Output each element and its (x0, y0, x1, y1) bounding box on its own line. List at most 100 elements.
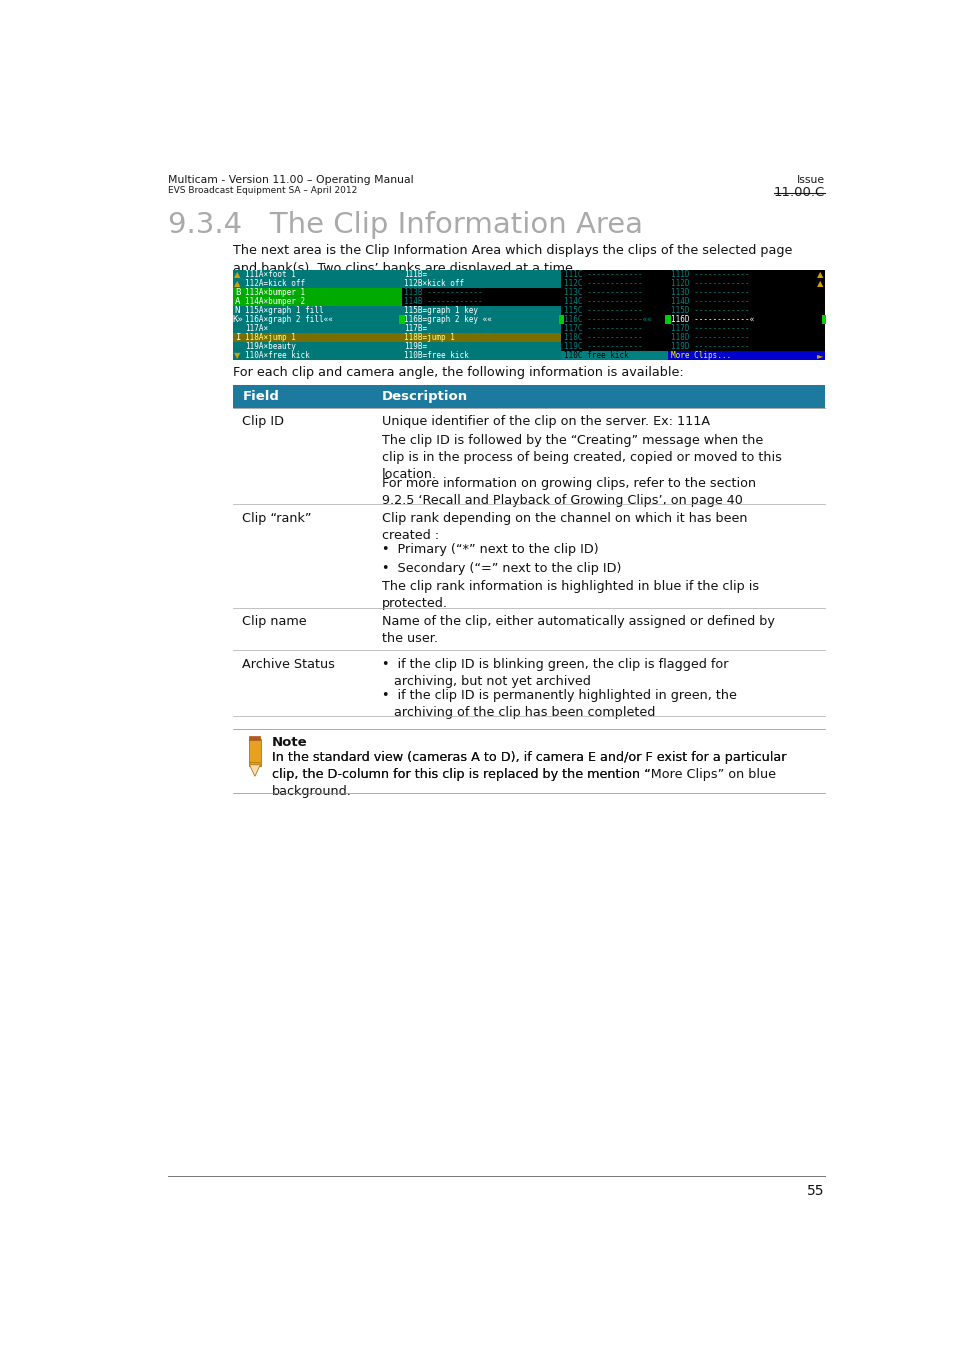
Text: 118C ------------: 118C ------------ (564, 333, 642, 341)
Text: •  Primary (“*” next to the clip ID): • Primary (“*” next to the clip ID) (381, 542, 598, 556)
Text: K»: K» (232, 316, 243, 324)
Polygon shape (249, 765, 260, 776)
Text: 117C ------------: 117C ------------ (564, 324, 642, 333)
Text: 112B×kick off: 112B×kick off (404, 279, 464, 289)
Text: •  Secondary (“=” next to the clip ID): • Secondary (“=” next to the clip ID) (381, 561, 620, 575)
Bar (249, 735, 260, 741)
Bar (401, 351, 560, 360)
Bar (401, 289, 560, 297)
Bar (667, 316, 823, 324)
Text: 114D ------------: 114D ------------ (670, 297, 749, 306)
Text: 118D ------------: 118D ------------ (670, 333, 749, 341)
Text: Clip name: Clip name (242, 615, 307, 629)
Bar (233, 279, 401, 289)
Text: 116D ------------«: 116D ------------« (670, 316, 754, 324)
Bar (667, 270, 823, 279)
FancyBboxPatch shape (249, 739, 261, 766)
Text: B: B (234, 289, 240, 297)
Text: ►: ► (817, 351, 823, 360)
Bar (558, 316, 564, 324)
Text: Clip rank depending on the channel on which it has been
created :: Clip rank depending on the channel on wh… (381, 511, 747, 542)
Bar (560, 289, 667, 297)
Text: ▲: ▲ (817, 279, 823, 289)
Bar (401, 297, 560, 306)
Bar (560, 279, 667, 289)
Text: ▲: ▲ (817, 270, 823, 279)
Text: 110A×free kick: 110A×free kick (245, 351, 309, 360)
Bar (401, 316, 560, 324)
Bar (667, 306, 823, 316)
Bar (233, 270, 823, 360)
Bar (667, 324, 823, 333)
Bar (401, 341, 560, 351)
Text: 114A×bumper 2: 114A×bumper 2 (245, 297, 305, 306)
Bar (401, 279, 560, 289)
Text: 113C ------------: 113C ------------ (564, 289, 642, 297)
Text: 110C free kick: 110C free kick (564, 351, 629, 360)
Text: 112C ------------: 112C ------------ (564, 279, 642, 289)
Text: A: A (234, 297, 240, 306)
Bar (560, 333, 667, 341)
Bar (560, 341, 667, 351)
Text: 111C ------------: 111C ------------ (564, 270, 642, 279)
Bar (560, 270, 667, 279)
Text: Clip ID: Clip ID (242, 415, 284, 428)
Bar (233, 316, 401, 324)
Bar (233, 351, 401, 360)
Text: 55: 55 (806, 1183, 823, 1198)
Bar (560, 316, 667, 324)
Text: 115C ------------: 115C ------------ (564, 306, 642, 316)
Bar (401, 270, 560, 279)
Text: 111B=: 111B= (404, 270, 427, 279)
Bar (560, 351, 667, 360)
Text: 116A×graph 2 fill««: 116A×graph 2 fill«« (245, 316, 333, 324)
Text: 116C ------------««: 116C ------------«« (564, 316, 652, 324)
Text: 119D ------------: 119D ------------ (670, 341, 749, 351)
Text: 119C ------------: 119C ------------ (564, 341, 642, 351)
Bar (401, 306, 560, 316)
Text: EVS Broadcast Equipment SA – April 2012: EVS Broadcast Equipment SA – April 2012 (168, 186, 357, 194)
Text: The next area is the Clip Information Area which displays the clips of the selec: The next area is the Clip Information Ar… (233, 244, 792, 275)
Text: •  if the clip ID is permanently highlighted in green, the
   archiving of the c: • if the clip ID is permanently highligh… (381, 689, 736, 719)
Text: 115A×graph 1 fill: 115A×graph 1 fill (245, 306, 323, 316)
Text: Unique identifier of the clip on the server. Ex: 111A: Unique identifier of the clip on the ser… (381, 415, 709, 428)
Text: 118B=jump 1: 118B=jump 1 (404, 333, 455, 341)
Text: I: I (234, 333, 240, 341)
Bar (667, 297, 823, 306)
Text: •  if the clip ID is blinking green, the clip is flagged for
   archiving, but n: • if the clip ID is blinking green, the … (381, 658, 728, 688)
Bar (233, 297, 401, 306)
Bar (398, 316, 404, 324)
Bar (401, 324, 560, 333)
Text: 9.3.4   The Clip Information Area: 9.3.4 The Clip Information Area (168, 212, 642, 239)
Bar (233, 333, 401, 341)
Text: Description: Description (381, 390, 468, 403)
Text: 114B ------------: 114B ------------ (404, 297, 482, 306)
Bar (667, 279, 823, 289)
Text: Multicam - Version 11.00 – Operating Manual: Multicam - Version 11.00 – Operating Man… (168, 175, 414, 185)
Bar (560, 351, 667, 360)
Text: Note: Note (272, 737, 307, 749)
Text: 114C ------------: 114C ------------ (564, 297, 642, 306)
Bar (233, 306, 401, 316)
Bar (667, 351, 823, 360)
Bar (821, 316, 825, 324)
Text: For more information on growing clips, refer to the section
9.2.5 ‘Recall and Pl: For more information on growing clips, r… (381, 476, 756, 507)
Text: 113A×bumper 1: 113A×bumper 1 (245, 289, 305, 297)
Text: 117D ------------: 117D ------------ (670, 324, 749, 333)
Bar (664, 316, 670, 324)
Bar (560, 324, 667, 333)
Text: 113D ------------: 113D ------------ (670, 289, 749, 297)
Text: 112A=kick off: 112A=kick off (245, 279, 305, 289)
Bar (233, 386, 823, 407)
Text: In the standard view (cameras A to D), if camera E and/or F exist for a particul: In the standard view (cameras A to D), i… (272, 751, 785, 781)
Bar (667, 341, 823, 351)
Text: ▲: ▲ (233, 279, 240, 289)
Text: 115B=graph 1 key: 115B=graph 1 key (404, 306, 477, 316)
Text: ▼: ▼ (233, 351, 240, 360)
Text: For each clip and camera angle, the following information is available:: For each clip and camera angle, the foll… (233, 366, 683, 379)
Text: The clip rank information is highlighted in blue if the clip is
protected.: The clip rank information is highlighted… (381, 580, 759, 610)
Bar (560, 297, 667, 306)
Bar (667, 289, 823, 297)
Text: 111D ------------: 111D ------------ (670, 270, 749, 279)
Text: Name of the clip, either automatically assigned or defined by
the user.: Name of the clip, either automatically a… (381, 615, 774, 645)
